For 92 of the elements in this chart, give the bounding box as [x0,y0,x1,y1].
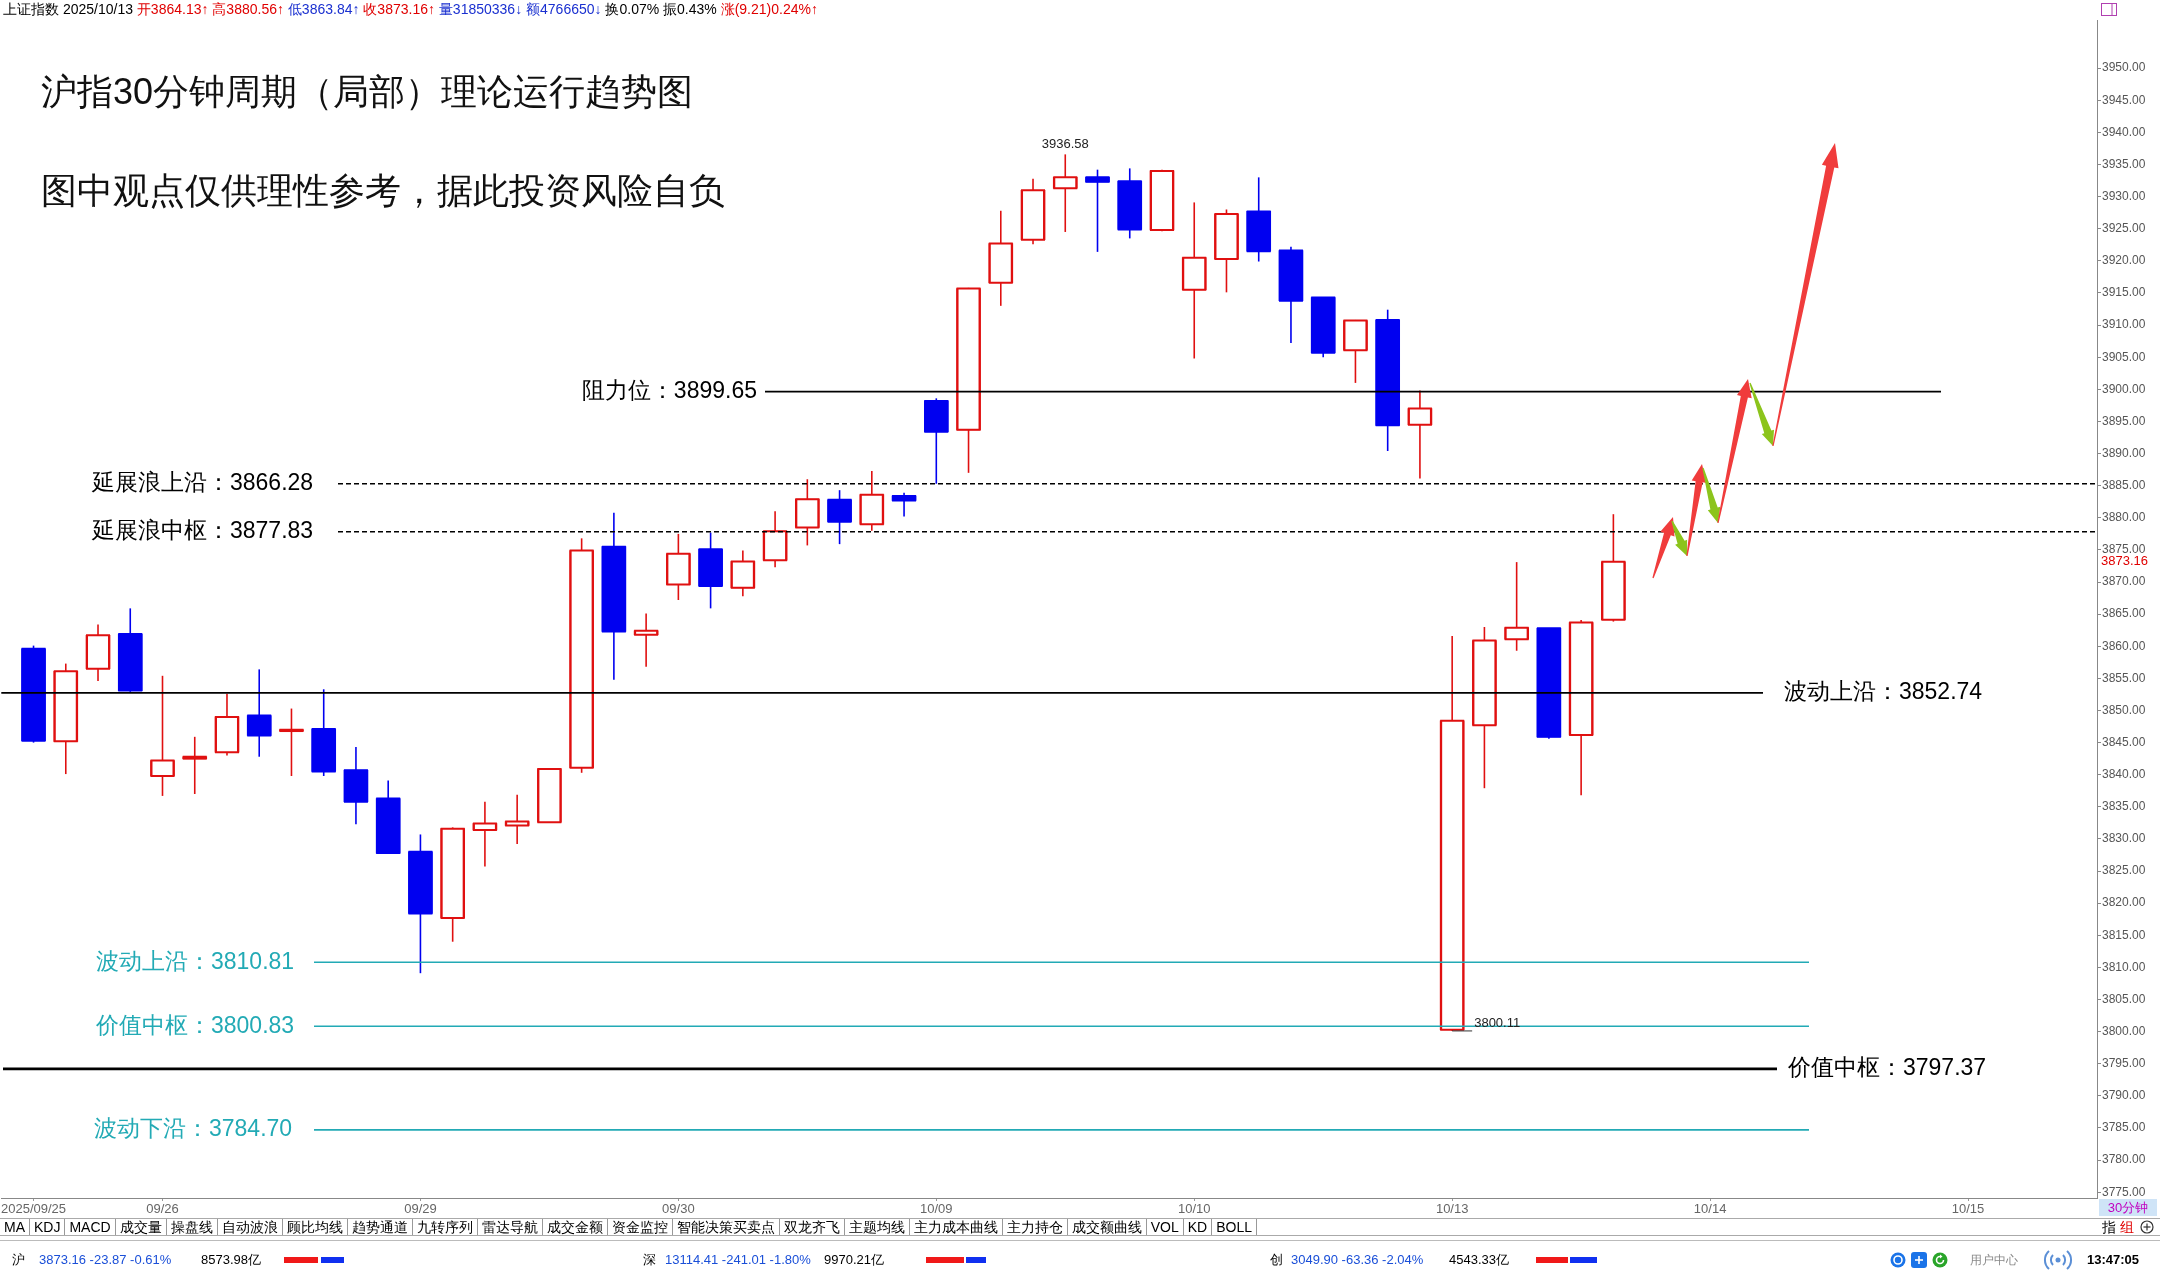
ref-line-label: 波动上沿：3810.81 [96,947,295,974]
y-tick-label: 3780.00 [2102,1152,2146,1167]
ref-line-label: 阻力位：3899.65 [581,376,757,403]
y-tick-label: 3925.00 [2102,221,2146,236]
x-tick-label: 10/14 [1693,1201,1727,1217]
text: MACD [65,1219,116,1235]
ref-line-label: 延展浪上沿：3866.28 [91,469,314,496]
y-tick-label: 3940.00 [2102,124,2146,139]
text: 成交额曲线 [1067,1219,1147,1235]
y-tick-label: 3815.00 [2102,927,2146,942]
y-tick-label: 3800.00 [2102,1023,2146,1038]
x-tick-label: 10/10 [1177,1201,1211,1217]
y-tick-label: 3895.00 [2102,413,2146,428]
text: 4543.33亿 [1449,1252,1509,1268]
text: BOLL [1212,1219,1257,1235]
ref-line-label: 波动下沿：3784.70 [94,1115,293,1142]
text: 深 [643,1252,656,1268]
y-tick-label: 3840.00 [2102,767,2146,782]
text: 13:47:05 [2087,1252,2140,1268]
text: KDJ [30,1219,66,1235]
text: VOL [1146,1219,1184,1235]
x-tick-label: 09/29 [404,1201,437,1217]
text: 智能决策买卖点 [672,1219,780,1235]
y-tick-label: 3790.00 [2102,1088,2146,1103]
y-tick-label: 3870.00 [2102,574,2146,589]
y-tick-label: 3785.00 [2102,1120,2146,1135]
y-tick-label: 3855.00 [2102,670,2146,685]
text: 9970.21亿 [824,1252,884,1268]
text: KD [1183,1219,1213,1235]
y-tick-label: 3835.00 [2102,799,2146,814]
text: 图中观点仅供理性参考，据此投资风险自负 [41,169,725,211]
y-tick-label: 3825.00 [2102,863,2146,878]
x-tick-label: 10/09 [920,1201,953,1217]
y-tick-label: 3830.00 [2102,831,2146,846]
text: 九转序列 [412,1219,478,1235]
text: 创 [1270,1252,1283,1268]
y-tick-label: 3805.00 [2102,991,2146,1006]
y-tick-label: 3945.00 [2102,92,2146,107]
text: 主题均线 [844,1219,910,1235]
ref-line-label: 价值中枢：3800.83 [95,1011,295,1038]
y-tick-label: 3775.00 [2102,1184,2146,1199]
text: 3049.90 -63.36 -2.04% [1291,1252,1424,1268]
text: MA [0,1219,30,1235]
ref-line-label: 延展浪中枢：3877.83 [91,517,314,544]
text: 双龙齐飞 [779,1219,845,1235]
text: 用户中心 [1970,1252,2018,1268]
text: 操盘线 [166,1219,218,1235]
text: 成交量 [115,1219,167,1235]
text: 上证指数 2025/10/13 开3864.13↑ 高3880.56↑ 低3863.84↑ 收3873.16↑ 量31850336↓ 额4766650↓ 换0.07% 振0.43% 涨(9.21)0.24%↑ [3,1,818,17]
y-tick-label: 3915.00 [2102,285,2146,300]
text: 13114.41 -241.01 -1.80% [665,1252,811,1268]
text: 自动波浪 [217,1219,283,1235]
y-tick-label: 3905.00 [2102,349,2146,364]
text: 顾比均线 [282,1219,348,1235]
y-tick-label: 3950.00 [2102,60,2146,75]
x-tick-label: 10/13 [1435,1201,1469,1217]
y-tick-label: 3865.00 [2102,606,2146,621]
text: 组 [2120,1219,2134,1235]
text: 趋势通道 [347,1219,413,1235]
x-tick-label: 10/15 [1951,1201,1985,1217]
text: 3873.16 -23.87 -0.61% [39,1252,172,1268]
ref-line-label: 波动上沿：3852.74 [1784,678,1983,705]
annotation: 3936.58 [1041,135,1089,151]
x-tick-label: 2025/09/25 [0,1201,67,1217]
y-tick-label: 3850.00 [2102,702,2146,717]
y-tick-label: 3810.00 [2102,959,2146,974]
text: 沪 [12,1252,25,1268]
y-tick-label: 3920.00 [2102,253,2146,268]
y-tick-label: 3795.00 [2102,1056,2146,1071]
x-tick-label: 09/26 [146,1201,179,1217]
annotation: 3800.11 [1474,1014,1521,1030]
text: 主力持仓 [1002,1219,1068,1235]
ref-line-label: 价值中枢：3797.37 [1787,1054,1987,1081]
text: 主力成本曲线 [909,1219,1003,1235]
y-tick-label: 3820.00 [2102,895,2146,910]
y-tick-label: 3930.00 [2102,188,2146,203]
text: 30分钟 [2099,1199,2157,1216]
text: 雷达导航 [477,1219,543,1235]
text: 成交金额 [542,1219,608,1235]
text: 8573.98亿 [201,1252,261,1268]
y-tick-label: 3935.00 [2102,156,2146,171]
text: 指 [2102,1219,2116,1235]
y-tick-label: 3885.00 [2102,477,2146,492]
y-tick-label: 3910.00 [2102,317,2146,332]
text: 资金监控 [607,1219,673,1235]
y-tick-label: 3845.00 [2102,734,2146,749]
y-tick-label: 3900.00 [2102,381,2146,396]
x-tick-label: 09/30 [662,1201,695,1217]
y-tick-label: 3880.00 [2102,510,2146,525]
text: 沪指30分钟周期（局部）理论运行趋势图 [41,70,694,112]
y-tick-label: 3890.00 [2102,445,2146,460]
y-tick-label: 3860.00 [2102,638,2146,653]
